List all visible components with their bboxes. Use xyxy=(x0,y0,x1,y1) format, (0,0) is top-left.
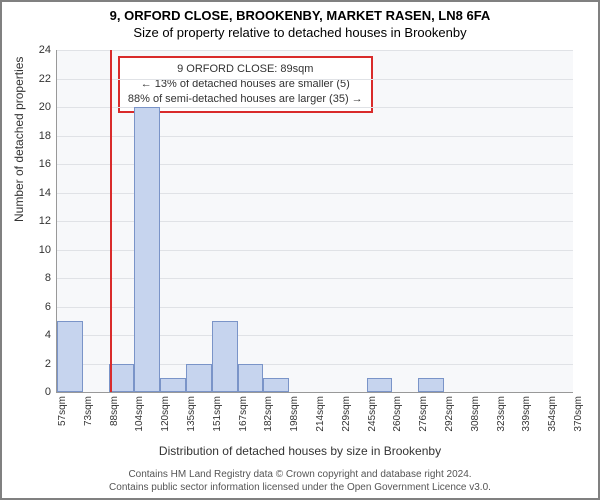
y-tick-label: 0 xyxy=(45,386,57,398)
chart-title-address: 9, ORFORD CLOSE, BROOKENBY, MARKET RASEN… xyxy=(2,8,598,23)
y-tick-label: 2 xyxy=(45,358,57,370)
x-tick-label: 214sqm xyxy=(315,396,326,432)
x-tick-label: 323sqm xyxy=(496,396,507,432)
histogram-bar xyxy=(263,378,289,392)
x-tick-label: 73sqm xyxy=(83,396,94,426)
gridline xyxy=(57,50,573,51)
y-tick-label: 24 xyxy=(39,44,57,56)
x-tick-label: 88sqm xyxy=(109,396,120,426)
histogram-bar xyxy=(212,321,238,392)
histogram-bar xyxy=(367,378,393,392)
info-line-3: 88% of semi-detached houses are larger (… xyxy=(128,92,363,107)
y-tick-label: 22 xyxy=(39,73,57,85)
histogram-bar xyxy=(134,107,160,392)
x-tick-label: 245sqm xyxy=(367,396,378,432)
gridline xyxy=(57,79,573,80)
info-line-1: 9 ORFORD CLOSE: 89sqm xyxy=(128,62,363,77)
x-tick-label: 260sqm xyxy=(392,396,403,432)
x-tick-label: 120sqm xyxy=(160,396,171,432)
histogram-bar xyxy=(109,364,135,393)
y-tick-label: 4 xyxy=(45,329,57,341)
y-tick-label: 14 xyxy=(39,187,57,199)
x-tick-label: 104sqm xyxy=(134,396,145,432)
histogram-bar xyxy=(160,378,186,392)
x-tick-label: 308sqm xyxy=(470,396,481,432)
y-tick-label: 10 xyxy=(39,244,57,256)
histogram-bar xyxy=(238,364,264,393)
x-tick-label: 135sqm xyxy=(186,396,197,432)
footer-line-1: Contains HM Land Registry data © Crown c… xyxy=(2,468,598,481)
x-tick-label: 57sqm xyxy=(57,396,68,426)
y-tick-label: 20 xyxy=(39,101,57,113)
y-tick-label: 6 xyxy=(45,301,57,313)
x-tick-label: 354sqm xyxy=(547,396,558,432)
x-tick-label: 198sqm xyxy=(289,396,300,432)
x-tick-label: 276sqm xyxy=(418,396,429,432)
histogram-bar xyxy=(418,378,444,392)
x-tick-label: 292sqm xyxy=(444,396,455,432)
marker-line xyxy=(110,50,112,392)
x-axis-label: Distribution of detached houses by size … xyxy=(2,444,598,458)
x-tick-label: 370sqm xyxy=(573,396,584,432)
plot-area: 9 ORFORD CLOSE: 89sqm ← 13% of detached … xyxy=(56,50,573,393)
chart-container: 9, ORFORD CLOSE, BROOKENBY, MARKET RASEN… xyxy=(0,0,600,500)
x-tick-label: 151sqm xyxy=(212,396,223,432)
histogram-bar xyxy=(186,364,212,393)
footer-line-2: Contains public sector information licen… xyxy=(2,481,598,494)
marker-info-box: 9 ORFORD CLOSE: 89sqm ← 13% of detached … xyxy=(118,56,373,113)
y-tick-label: 18 xyxy=(39,130,57,142)
x-tick-label: 229sqm xyxy=(341,396,352,432)
y-tick-label: 8 xyxy=(45,272,57,284)
x-tick-label: 182sqm xyxy=(263,396,274,432)
x-tick-label: 339sqm xyxy=(521,396,532,432)
chart-subtitle: Size of property relative to detached ho… xyxy=(2,25,598,40)
histogram-bar xyxy=(57,321,83,392)
y-axis-label: Number of detached properties xyxy=(12,57,26,222)
footer-attribution: Contains HM Land Registry data © Crown c… xyxy=(2,468,598,494)
x-tick-label: 167sqm xyxy=(238,396,249,432)
y-tick-label: 16 xyxy=(39,158,57,170)
y-tick-label: 12 xyxy=(39,215,57,227)
